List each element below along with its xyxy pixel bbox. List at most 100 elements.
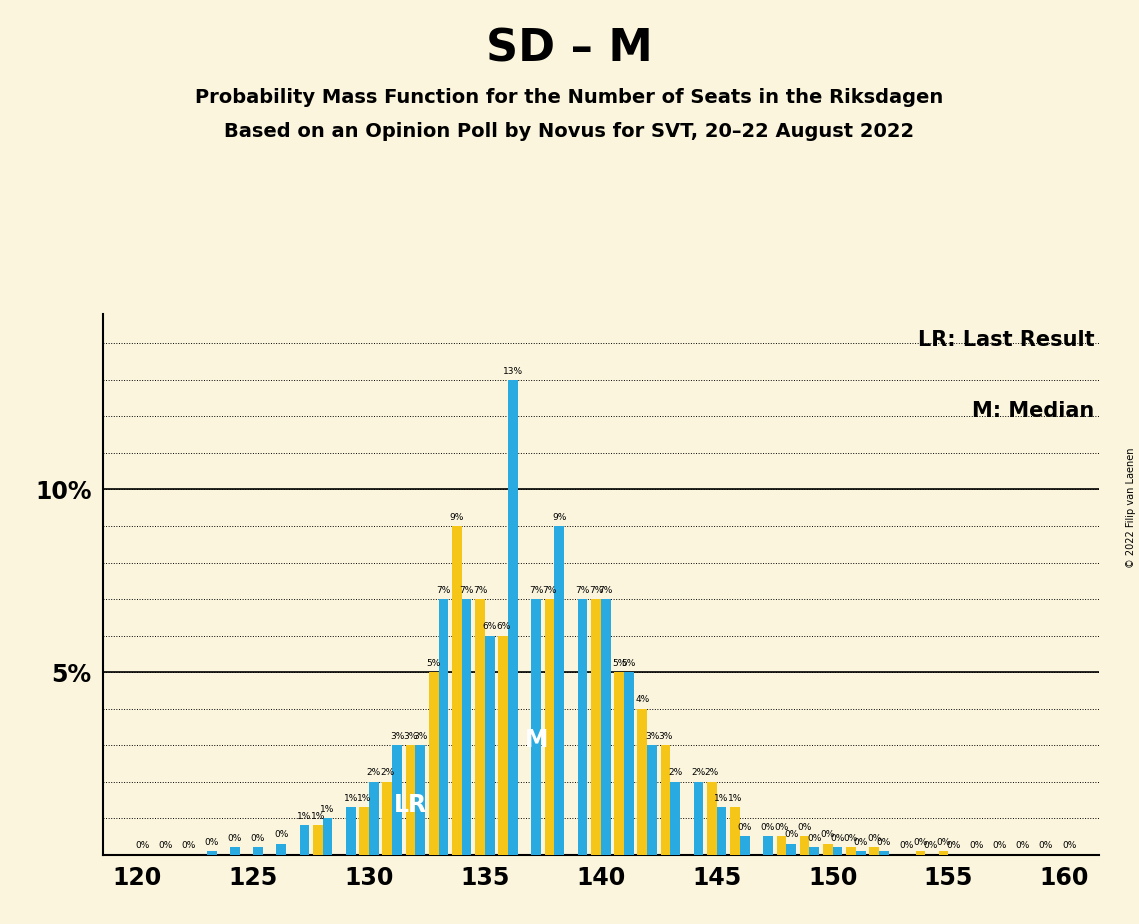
Bar — [346, 808, 355, 855]
Bar — [822, 844, 833, 855]
Bar — [740, 836, 749, 855]
Text: 7%: 7% — [575, 586, 590, 595]
Bar — [253, 847, 263, 855]
Text: 4%: 4% — [636, 695, 649, 704]
Text: 0%: 0% — [867, 834, 882, 843]
Text: 0%: 0% — [992, 842, 1007, 850]
Text: 0%: 0% — [820, 831, 835, 839]
Text: 1%: 1% — [728, 794, 743, 803]
Text: 0%: 0% — [830, 834, 845, 843]
Bar — [800, 836, 810, 855]
Bar — [499, 636, 508, 855]
Text: 7%: 7% — [589, 586, 604, 595]
Text: 1%: 1% — [714, 794, 729, 803]
Bar — [614, 672, 624, 855]
Text: 3%: 3% — [403, 732, 418, 741]
Text: © 2022 Filip van Laenen: © 2022 Filip van Laenen — [1126, 448, 1136, 568]
Text: 0%: 0% — [844, 834, 858, 843]
Text: 1%: 1% — [320, 805, 335, 814]
Text: 0%: 0% — [797, 823, 812, 832]
Bar — [707, 782, 716, 855]
Text: 9%: 9% — [450, 513, 464, 522]
Text: LR: LR — [394, 794, 427, 818]
Text: 6%: 6% — [483, 622, 497, 631]
Text: 1%: 1% — [311, 812, 325, 821]
Text: 7%: 7% — [542, 586, 557, 595]
Bar — [383, 782, 392, 855]
Text: 0%: 0% — [947, 842, 960, 850]
Text: 1%: 1% — [344, 794, 358, 803]
Bar — [485, 636, 494, 855]
Bar — [716, 808, 727, 855]
Text: LR: Last Result: LR: Last Result — [918, 331, 1095, 350]
Bar — [277, 844, 286, 855]
Bar — [475, 599, 485, 855]
Text: 0%: 0% — [205, 838, 219, 846]
Bar — [810, 847, 819, 855]
Bar — [429, 672, 439, 855]
Bar — [439, 599, 449, 855]
Bar — [392, 745, 402, 855]
Text: 3%: 3% — [390, 732, 404, 741]
Text: 3%: 3% — [658, 732, 673, 741]
Text: 0%: 0% — [1062, 842, 1076, 850]
Bar — [555, 526, 564, 855]
Text: 0%: 0% — [923, 842, 937, 850]
Text: 0%: 0% — [936, 838, 951, 846]
Bar — [671, 782, 680, 855]
Bar — [763, 836, 772, 855]
Text: 2%: 2% — [367, 768, 382, 777]
Text: 0%: 0% — [784, 831, 798, 839]
Text: 6%: 6% — [497, 622, 510, 631]
Bar — [300, 825, 310, 855]
Text: 0%: 0% — [1016, 842, 1030, 850]
Bar — [313, 825, 322, 855]
Bar — [661, 745, 671, 855]
Text: 0%: 0% — [761, 823, 776, 832]
Bar — [508, 380, 518, 855]
Text: 1%: 1% — [297, 812, 312, 821]
Text: SD – M: SD – M — [486, 28, 653, 71]
Text: 0%: 0% — [853, 838, 868, 846]
Text: 13%: 13% — [503, 367, 523, 375]
Text: M: M — [524, 728, 548, 751]
Bar — [369, 782, 379, 855]
Bar — [846, 847, 855, 855]
Text: 2%: 2% — [380, 768, 394, 777]
Bar — [461, 599, 472, 855]
Bar — [694, 782, 703, 855]
Bar — [230, 847, 239, 855]
Bar — [359, 808, 369, 855]
Text: 7%: 7% — [473, 586, 487, 595]
Text: M: Median: M: Median — [972, 401, 1095, 420]
Text: 2%: 2% — [705, 768, 719, 777]
Text: 7%: 7% — [528, 586, 543, 595]
Bar — [452, 526, 461, 855]
Bar — [577, 599, 588, 855]
Text: Based on an Opinion Poll by Novus for SVT, 20–22 August 2022: Based on an Opinion Poll by Novus for SV… — [224, 122, 915, 141]
Text: 0%: 0% — [738, 823, 752, 832]
Bar — [833, 847, 843, 855]
Bar — [879, 851, 888, 855]
Text: 0%: 0% — [274, 831, 288, 839]
Text: 0%: 0% — [900, 842, 915, 850]
Text: 0%: 0% — [969, 842, 984, 850]
Text: 7%: 7% — [598, 586, 613, 595]
Text: 0%: 0% — [228, 834, 243, 843]
Bar — [916, 851, 925, 855]
Bar — [869, 847, 879, 855]
Text: Probability Mass Function for the Number of Seats in the Riksdagen: Probability Mass Function for the Number… — [196, 88, 943, 107]
Bar — [207, 851, 216, 855]
Bar — [638, 709, 647, 855]
Text: 0%: 0% — [913, 838, 927, 846]
Bar — [624, 672, 633, 855]
Bar — [786, 844, 796, 855]
Bar — [777, 836, 786, 855]
Text: 0%: 0% — [1039, 842, 1054, 850]
Bar — [531, 599, 541, 855]
Text: 1%: 1% — [357, 794, 371, 803]
Text: 7%: 7% — [436, 586, 451, 595]
Text: 9%: 9% — [552, 513, 566, 522]
Text: 2%: 2% — [691, 768, 705, 777]
Bar — [730, 808, 740, 855]
